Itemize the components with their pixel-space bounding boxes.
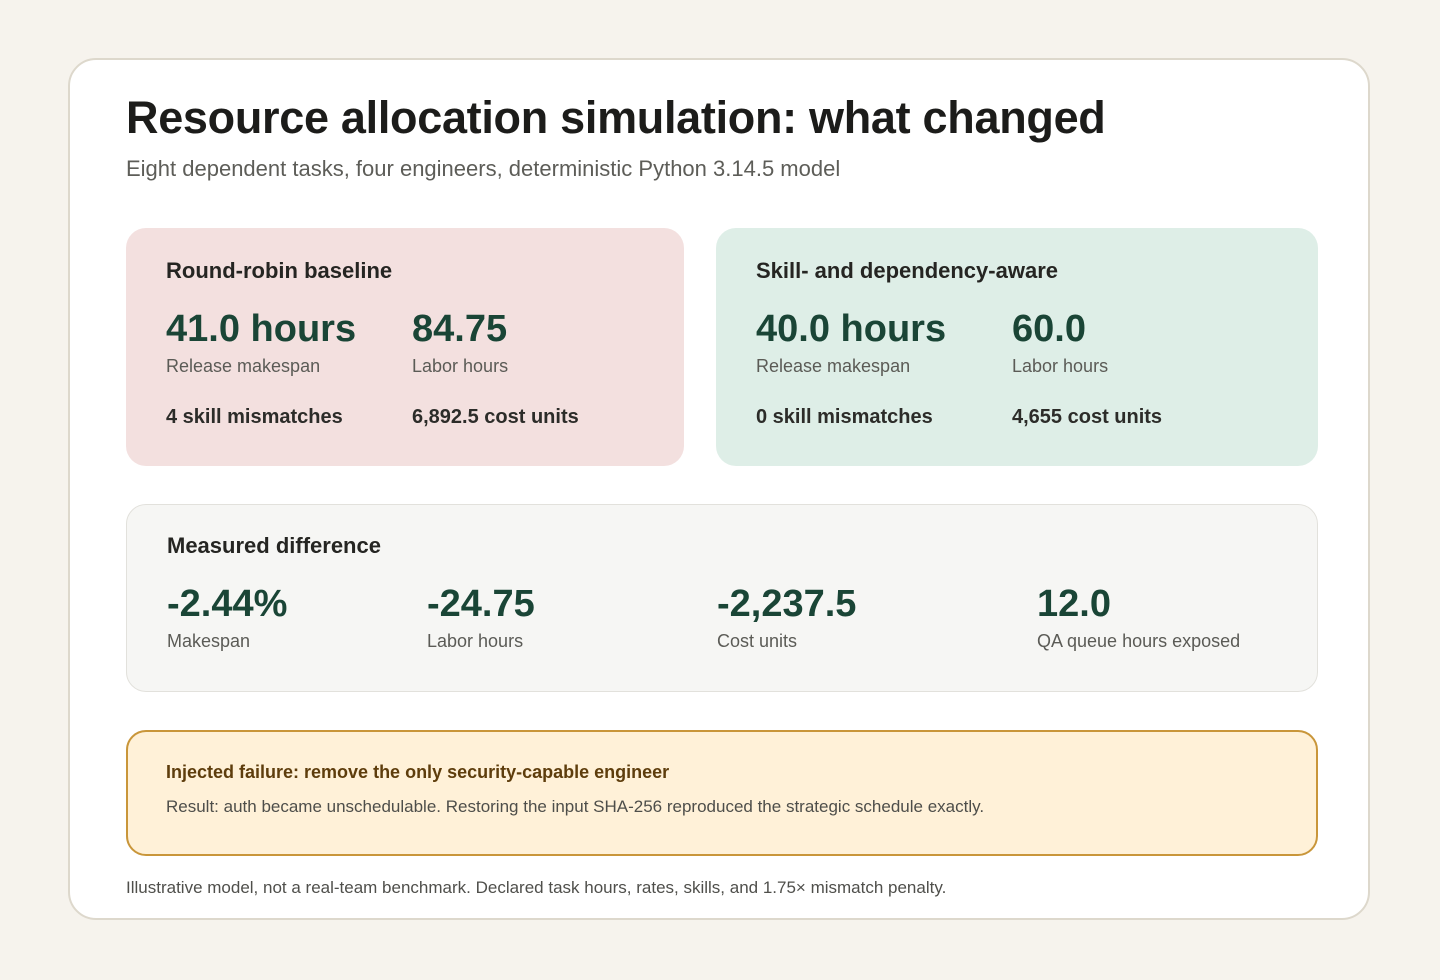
failure-callout-title: Injected failure: remove the only securi…	[166, 762, 670, 782]
difference-metric: 12.0 QA queue hours exposed	[1037, 581, 1240, 652]
baseline-panel-title: Round-robin baseline	[166, 258, 393, 283]
difference-metric: -2,237.5 Cost units	[717, 581, 856, 652]
baseline-makespan-label: Release makespan	[166, 356, 321, 376]
strategic-makespan-label: Release makespan	[756, 356, 911, 376]
strategic-labor-metric: 60.0 Labor hours	[1012, 306, 1108, 377]
baseline-panel: Round-robin baseline 41.0 hours Release …	[126, 228, 684, 466]
strategic-mismatches: 0 skill mismatches	[756, 406, 933, 428]
difference-metric-label: QA queue hours exposed	[1037, 631, 1241, 651]
difference-metric-value: -2.44%	[167, 583, 288, 625]
strategic-labor-label: Labor hours	[1012, 356, 1109, 376]
difference-panel-title: Measured difference	[167, 533, 381, 558]
baseline-makespan-value: 41.0 hours	[166, 308, 357, 350]
failure-callout: Injected failure: remove the only securi…	[126, 730, 1318, 856]
footnote: Illustrative model, not a real-team benc…	[126, 878, 947, 897]
strategic-panel: Skill- and dependency-aware 40.0 hours R…	[716, 228, 1318, 466]
baseline-cost: 6,892.5 cost units	[412, 406, 579, 428]
summary-card: Resource allocation simulation: what cha…	[68, 58, 1370, 920]
strategic-cost: 4,655 cost units	[1012, 406, 1163, 428]
difference-metric-label: Cost units	[717, 631, 798, 651]
difference-metric-value: -24.75	[427, 583, 535, 625]
difference-metric: -24.75 Labor hours	[427, 581, 535, 652]
page-subtitle: Eight dependent tasks, four engineers, d…	[126, 156, 841, 181]
strategic-makespan-value: 40.0 hours	[756, 308, 947, 350]
strategic-panel-title: Skill- and dependency-aware	[756, 258, 1058, 283]
baseline-mismatches: 4 skill mismatches	[166, 406, 343, 428]
difference-metric-label: Makespan	[167, 631, 251, 651]
baseline-labor-label: Labor hours	[412, 356, 509, 376]
baseline-labor-metric: 84.75 Labor hours	[412, 306, 508, 377]
difference-metric-label: Labor hours	[427, 631, 524, 651]
baseline-labor-value: 84.75	[412, 308, 508, 350]
strategic-labor-value: 60.0	[1012, 308, 1086, 350]
page-title: Resource allocation simulation: what cha…	[126, 92, 1106, 143]
baseline-makespan-metric: 41.0 hours Release makespan	[166, 306, 356, 377]
failure-callout-body: Result: auth became unschedulable. Resto…	[166, 797, 985, 816]
strategic-makespan-metric: 40.0 hours Release makespan	[756, 306, 946, 377]
difference-metric-value: -2,237.5	[717, 583, 857, 625]
difference-panel: Measured difference -2.44% Makespan -24.…	[126, 504, 1318, 692]
difference-metric-value: 12.0	[1037, 583, 1111, 625]
difference-metric: -2.44% Makespan	[167, 581, 287, 652]
